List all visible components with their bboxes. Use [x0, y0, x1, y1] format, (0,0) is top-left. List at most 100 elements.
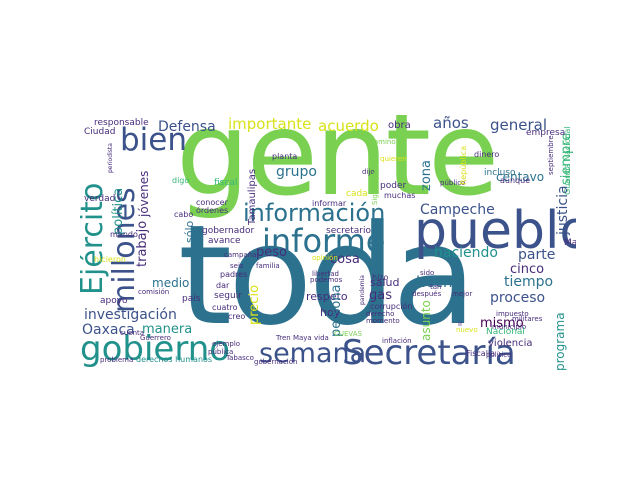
word-nuevo: nuevo — [456, 326, 478, 334]
word-obra: obra — [388, 120, 411, 131]
word-poder: poder — [380, 181, 407, 191]
word-vida: vida — [314, 334, 329, 342]
word-precio: precio — [247, 284, 262, 325]
word-cosa: cosa — [330, 252, 360, 267]
word-ciudad: Ciudad — [84, 127, 116, 137]
word-cloud: toda gente pueblo informe Secretaría gob… — [80, 115, 576, 370]
word-libertad: libertad — [312, 270, 339, 278]
word-derechos-humanos: derechos humanos — [136, 355, 213, 364]
word-bien2: haciendo — [434, 245, 498, 261]
word-mismo: mismo — [480, 316, 524, 331]
word-violencia: violencia — [488, 338, 533, 349]
word-empresa: empresa — [526, 128, 566, 138]
word-digo: digo — [172, 176, 190, 185]
word-medio: medio — [152, 276, 190, 290]
word-manera: manera — [142, 322, 193, 337]
word-jovenes: jóvenes — [137, 170, 151, 217]
word-nacional: Nacional — [486, 327, 525, 337]
word-hicieron: hicieron — [94, 255, 126, 264]
word-siguiente: Siguiente — [371, 171, 379, 205]
word-quieren: quieren — [380, 155, 407, 163]
word-inflacion: inflación — [382, 337, 412, 345]
word-camino: camino — [370, 138, 396, 146]
word-mundo: mundo — [110, 230, 138, 239]
word-marina: Marina — [564, 238, 576, 248]
word-dinero: dinero — [474, 150, 500, 159]
word-importante: importante — [228, 115, 312, 133]
word-grupo: grupo — [276, 164, 317, 180]
word-proceso: proceso — [490, 290, 546, 306]
word-tan: tan — [430, 283, 442, 291]
word-programa: programa — [553, 312, 567, 370]
word-ejemplo: ejemplo — [212, 340, 241, 348]
word-septiembre: septiembre — [547, 135, 555, 175]
word-dijo: dijo — [362, 168, 375, 176]
word-fiscal: fiscal — [214, 178, 238, 188]
word-impuesto: impuesto — [496, 310, 529, 318]
word-aunque: aunque — [500, 176, 531, 185]
word-problema: problema — [100, 356, 134, 364]
word-toda: toda — [178, 195, 477, 356]
word-apoyo: apoyo — [100, 296, 128, 306]
word-hoy: hoy — [320, 306, 341, 319]
word-militares: militares — [512, 315, 543, 323]
word-cuevas: CUEVAS — [334, 330, 363, 338]
word-ir: ir — [458, 320, 463, 328]
word-gas: gas — [369, 288, 392, 303]
word-informar: informar — [312, 199, 347, 208]
word-opinion: opinión — [312, 254, 338, 262]
word-campana: campaña — [224, 251, 257, 259]
word-cabo: cabo — [174, 210, 194, 219]
word-asunto: asunto — [419, 300, 433, 341]
word-republica: República — [459, 145, 468, 185]
word-familia: familia — [256, 262, 280, 270]
word-mejor: mejor — [452, 290, 473, 298]
word-pandemia: pandemia — [359, 275, 366, 305]
word-tabasco: Tabasco — [226, 354, 254, 362]
word-guardia-nacional: Guardia Nacional — [563, 126, 572, 195]
word-gobernacion: gobernación — [254, 358, 298, 366]
word-pueblo: pueblo — [414, 201, 576, 261]
word-derecho: derecho — [366, 310, 395, 318]
word-seis: seis — [230, 262, 244, 270]
word-bien: bien — [120, 122, 188, 158]
word-creo: creo — [228, 312, 246, 321]
word-podemos: podemos — [310, 276, 343, 284]
word-padres: padres — [220, 270, 248, 279]
word-muchas: muchas — [384, 191, 416, 200]
word-sido: sido — [420, 269, 435, 277]
word-acuerdo: acuerdo — [318, 117, 379, 135]
word-comision: comisión — [138, 288, 170, 296]
word-campeche: Campeche — [420, 202, 495, 218]
word-centavo: centavo — [496, 170, 545, 184]
word-conocer: conocer — [196, 198, 228, 207]
word-tiempo: tiempo — [504, 274, 554, 290]
word-cuatro: cuatro — [212, 303, 238, 312]
word-momento: momento — [366, 317, 400, 325]
word-hizo: hizo — [372, 273, 389, 282]
word-publica: pública — [208, 348, 234, 356]
word-tren-maya: Tren Maya — [276, 334, 312, 342]
word-municipio: municipio — [492, 323, 527, 331]
word-planta: planta — [272, 152, 298, 161]
word-parte: parte — [518, 247, 556, 263]
word-oaxaca: Oaxaca — [82, 322, 135, 338]
word-investigacion: investigación — [84, 307, 177, 323]
word-secretario: secretario — [326, 226, 371, 236]
word-zona: zona — [419, 160, 434, 191]
word-solo: sólo — [183, 220, 196, 243]
word-peso: peso — [256, 245, 287, 260]
word-defensa: Defensa — [158, 119, 216, 135]
word-hecho: hecho — [416, 273, 462, 291]
word-anos: años — [433, 115, 469, 132]
word-tamaulipas: Tamaulipas — [247, 168, 258, 225]
word-avance: avance — [208, 236, 241, 246]
word-publico: público — [440, 179, 466, 187]
word-despues: después — [412, 290, 442, 298]
word-respeto: respeto — [306, 290, 348, 303]
word-cada: cada — [346, 189, 368, 199]
word-responsable: responsable — [94, 118, 149, 128]
word-cinco: cinco — [510, 262, 545, 277]
word-verdad: verdad — [84, 194, 116, 204]
word-cuenta: cuenta — [120, 329, 145, 337]
